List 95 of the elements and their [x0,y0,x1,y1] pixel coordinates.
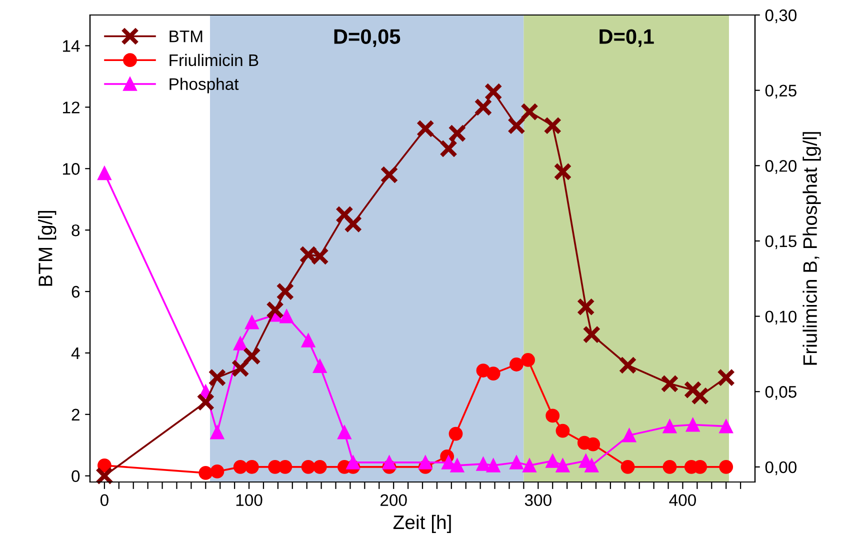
point [98,166,112,180]
point [510,358,524,372]
point [233,460,248,474]
y-tick-label: 10 [63,163,80,175]
point [686,418,700,432]
band-label: D=0,1 [600,29,654,47]
legend-label: Phosphat [170,78,239,94]
y2-tick-label: 0,10 [765,310,797,324]
point [521,353,535,367]
point [312,359,327,373]
point [266,300,284,319]
y2-axis-title: Friulimicin B, Phosphat [g/l] [802,132,821,365]
point [301,333,316,348]
point [556,424,570,438]
point [210,425,224,440]
point [344,214,362,233]
point [442,455,456,470]
point [233,336,248,350]
point [719,419,734,434]
point [556,458,570,472]
point [278,460,292,474]
point [691,386,710,406]
point [337,425,352,440]
point [522,458,536,472]
point [719,460,734,474]
point [546,408,560,423]
point [196,393,215,412]
point [507,116,526,135]
y2-tick-label: 0,20 [765,160,797,174]
point [510,455,524,470]
x-tick-label: 100 [236,494,262,506]
point [554,162,572,181]
point [242,347,261,366]
point [418,455,432,470]
y-tick-label: 14 [63,40,80,52]
point [620,460,635,474]
legend-label: Friulimicin B [170,54,258,66]
y2-tick-label: 0,25 [765,84,796,98]
point [622,428,636,442]
point [382,455,396,470]
y-tick-label: 12 [63,102,80,114]
y-tick-label: 8 [72,224,80,236]
point [450,458,464,472]
point [439,140,458,158]
point [280,309,294,324]
point [335,206,354,224]
x-tick-label: 0 [100,494,108,506]
point [301,460,316,474]
point [312,460,327,474]
x-tick-label: 200 [380,494,407,506]
point [582,325,601,344]
point [198,466,213,480]
point [380,166,398,184]
point [476,456,490,471]
x-tick-label: 400 [669,494,696,506]
point [210,464,224,478]
point [717,368,736,387]
point [448,124,466,142]
point [276,282,294,301]
point [346,455,360,470]
y2-tick-label: 0,30 [765,9,797,24]
x-axis-title: Zeit [h] [393,514,451,534]
point [662,460,677,474]
point [544,116,562,135]
y2-tick-label: 0,15 [765,235,796,250]
point [584,458,599,472]
y-tick-label: 4 [71,348,80,359]
point [618,356,637,374]
point [546,454,560,468]
point [662,419,677,434]
point [448,426,463,441]
point [486,458,500,472]
y-tick-label: 6 [72,286,80,298]
point [586,437,600,452]
point [660,374,679,393]
point [244,460,259,474]
point [576,298,595,316]
point [231,359,250,378]
y2-tick-label: 0,05 [765,386,796,400]
point [474,98,492,116]
point [684,380,702,399]
point [416,120,434,138]
legend-label: BTM [170,30,202,42]
point [486,366,500,380]
y-tick-label: 2 [72,408,80,420]
y2-tick-label: 0,00 [765,461,797,476]
band-label: D=0,05 [334,29,400,47]
point [244,315,259,330]
x-tick-label: 300 [524,494,552,506]
point [520,102,539,121]
y-tick-label: 0 [72,470,80,482]
point [95,466,114,485]
point [484,82,502,101]
y-axis-title: BTM [g/l] [38,210,56,286]
point [208,368,226,387]
